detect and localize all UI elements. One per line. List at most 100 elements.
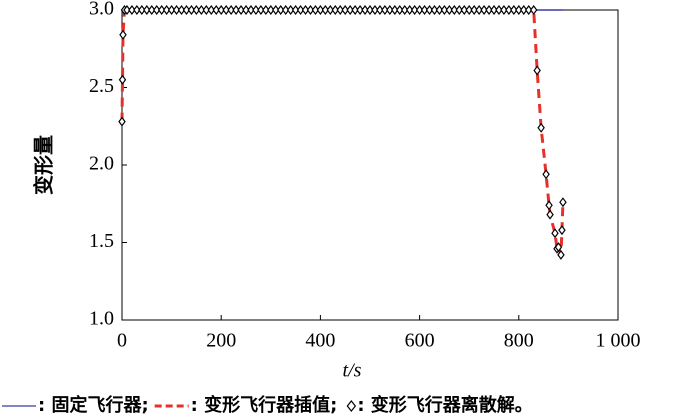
marker: [138, 5, 146, 15]
marker: [123, 5, 131, 15]
marker: [524, 5, 533, 15]
marker: [537, 122, 545, 133]
marker: [217, 5, 225, 15]
marker: [197, 5, 206, 15]
x-tick-label: 200: [206, 330, 236, 352]
marker: [470, 5, 478, 15]
marker: [232, 5, 240, 15]
marker: [148, 5, 156, 15]
marker: [381, 5, 389, 15]
marker: [346, 5, 354, 15]
marker: [202, 5, 211, 15]
marker: [515, 5, 523, 15]
marker: [252, 5, 260, 15]
marker: [559, 197, 567, 208]
marker: [440, 5, 449, 15]
series-line: [120, 8, 565, 256]
marker: [267, 5, 275, 15]
marker: [542, 169, 550, 180]
x-axis-label: t/s: [343, 360, 362, 382]
marker: [415, 5, 424, 15]
y-tick-label: 1.5: [89, 230, 114, 252]
marker: [242, 5, 250, 15]
marker: [321, 5, 330, 15]
marker: [118, 116, 126, 127]
marker: [172, 5, 181, 15]
marker: [356, 5, 364, 15]
marker: [351, 5, 359, 15]
marker: [366, 5, 374, 15]
marker: [435, 5, 444, 15]
marker: [311, 5, 320, 15]
marker: [546, 209, 554, 220]
marker: [276, 5, 285, 15]
marker: [182, 5, 191, 15]
marker: [495, 5, 503, 15]
x-tick-label: 0: [117, 330, 127, 352]
marker: [187, 5, 196, 15]
marker: [162, 5, 171, 15]
marker: [207, 5, 216, 15]
marker: [450, 5, 459, 15]
marker: [281, 5, 290, 15]
marker: [262, 5, 270, 15]
marker: [177, 5, 186, 15]
x-tick-label: 400: [305, 330, 335, 352]
marker: [133, 5, 141, 15]
marker: [420, 5, 429, 15]
marker: [341, 5, 349, 15]
marker: [405, 5, 414, 15]
marker: [118, 74, 127, 85]
marker: [128, 5, 136, 15]
marker: [396, 5, 404, 15]
marker: [237, 5, 245, 15]
marker: [257, 5, 265, 15]
marker: [291, 5, 300, 15]
marker: [119, 29, 127, 40]
marker: [286, 5, 295, 15]
marker: [376, 5, 384, 15]
marker: [465, 5, 473, 15]
marker: [222, 5, 230, 15]
marker: [425, 5, 434, 15]
marker: [400, 5, 409, 15]
marker: [533, 65, 541, 76]
x-tick-label: 600: [405, 330, 435, 352]
marker: [386, 5, 394, 15]
y-tick-label: 2.0: [89, 153, 114, 175]
marker: [554, 242, 563, 253]
marker: [361, 5, 369, 15]
marker: [545, 200, 553, 211]
marker: [485, 5, 493, 15]
marker: [227, 5, 235, 15]
marker: [306, 5, 315, 15]
legend-label: : 变形飞行器插值;: [191, 394, 338, 416]
marker: [391, 5, 399, 15]
marker: [505, 5, 513, 15]
x-tick-label: 1 000: [596, 330, 641, 352]
y-tick-label: 3.0: [89, 0, 114, 20]
marker: [152, 5, 161, 15]
marker: [445, 5, 454, 15]
marker: [475, 5, 483, 15]
marker: [167, 5, 176, 15]
x-tick-label: 800: [504, 330, 534, 352]
marker: [143, 5, 151, 15]
marker: [460, 5, 468, 15]
marker: [316, 5, 325, 15]
marker: [301, 5, 310, 15]
marker: [557, 249, 565, 260]
marker: [500, 5, 508, 15]
y-tick-label: 2.5: [89, 75, 114, 97]
legend-label: : 固定飞行器;: [38, 394, 149, 416]
marker: [430, 5, 439, 15]
legend-label: : 变形飞行器离散解。: [357, 394, 532, 416]
y-tick-label: 1.0: [89, 308, 114, 330]
marker: [490, 5, 498, 15]
marker: [272, 5, 280, 15]
marker: [326, 5, 335, 15]
marker: [529, 5, 538, 15]
marker: [371, 5, 379, 15]
marker: [455, 5, 464, 15]
marker: [336, 5, 344, 15]
